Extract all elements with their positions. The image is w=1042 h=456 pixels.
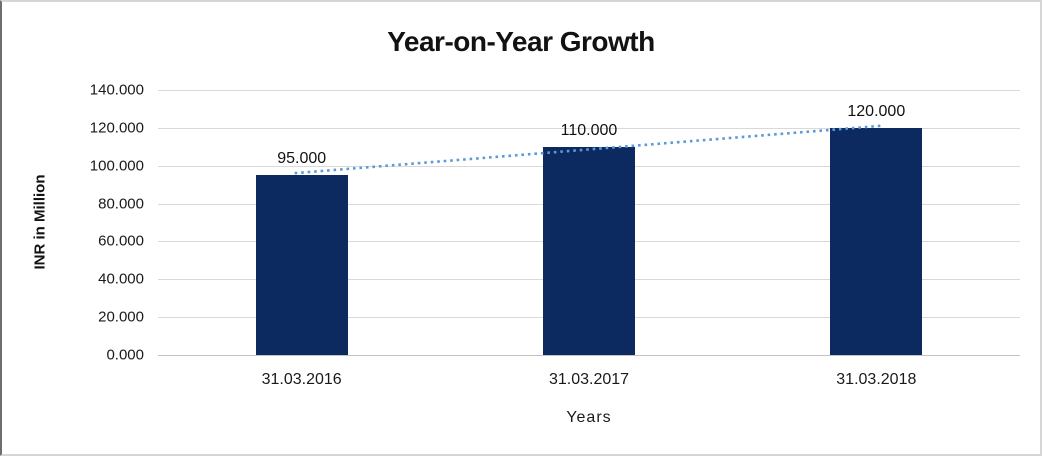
gridline (158, 127, 1020, 129)
y-tick-label: 100.000 (89, 157, 144, 175)
trendline-layer (294, 124, 881, 175)
bar-value-label-2018: 120.000 (847, 102, 906, 120)
x-tick-label-2016: 31.03.2016 (261, 371, 342, 388)
y-tick-label: 20.000 (98, 308, 144, 326)
bar-group-2017: 110.000 (543, 122, 635, 355)
bar-value-label-2016: 95.000 (277, 150, 327, 168)
x-tick-label-2017: 31.03.2017 (548, 371, 630, 388)
trendline (294, 124, 881, 175)
bar-2017 (543, 146, 635, 355)
bar-2016 (255, 175, 348, 355)
bar-group-2018: 120.000 (830, 103, 923, 355)
bar-group-2016: 95.000 (255, 150, 348, 355)
y-tick-label: 0.000 (106, 346, 144, 364)
y-tick-label: 60.000 (98, 232, 144, 250)
y-tick-label: 40.000 (98, 270, 144, 288)
y-tick-label: 80.000 (98, 195, 144, 213)
y-tick-label: 140.000 (89, 81, 144, 99)
x-axis-title: Years (566, 409, 612, 426)
y-axis-title: INR in Million (31, 174, 49, 270)
bar-value-label-2017: 110.000 (560, 121, 618, 139)
bar-2018 (830, 127, 923, 355)
chart-title: Year-on-Year Growth (387, 26, 655, 57)
plot-area: 140.000 120.000 100.000 80.000 60.000 40… (90, 82, 1020, 364)
x-axis-line (158, 355, 1020, 356)
gridline (158, 90, 1020, 91)
x-tick-label-2018: 31.03.2018 (836, 371, 917, 388)
x-axis-labels: 31.03.2016 31.03.2017 31.03.2018 (158, 371, 1020, 389)
y-tick-label: 120.000 (89, 119, 144, 137)
